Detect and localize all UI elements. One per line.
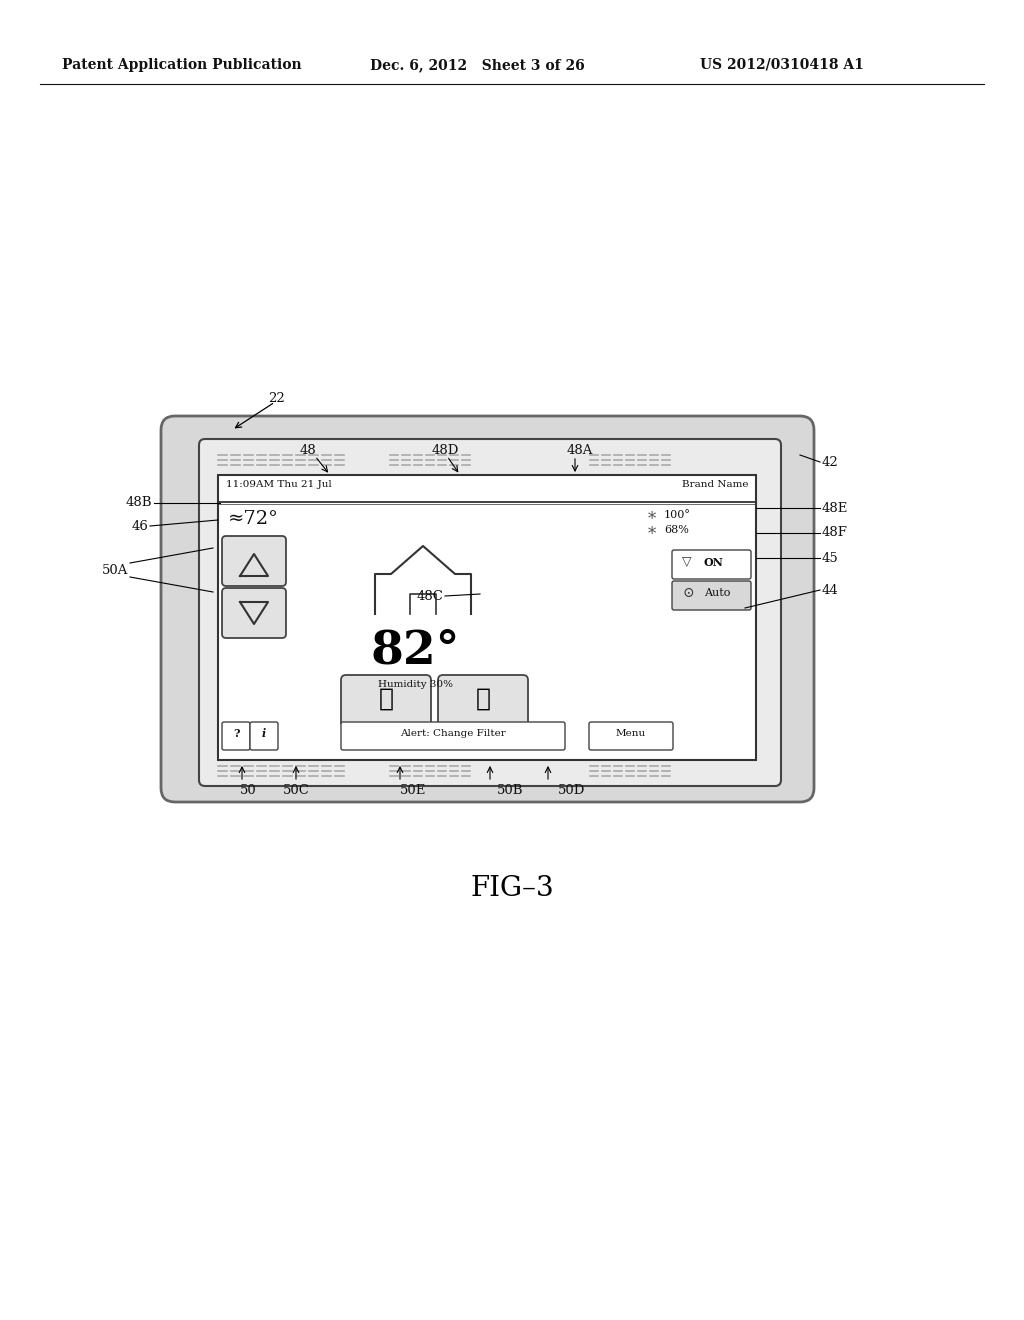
Text: ?: ? [232, 729, 240, 739]
Text: Menu: Menu [616, 729, 646, 738]
Text: 48D: 48D [432, 444, 460, 457]
FancyBboxPatch shape [672, 550, 751, 579]
FancyBboxPatch shape [250, 722, 278, 750]
Text: 42: 42 [822, 455, 839, 469]
Text: 50A: 50A [101, 564, 128, 577]
Text: Dec. 6, 2012   Sheet 3 of 26: Dec. 6, 2012 Sheet 3 of 26 [370, 58, 585, 73]
Text: 48E: 48E [822, 502, 848, 515]
FancyBboxPatch shape [438, 675, 528, 727]
Text: 50B: 50B [497, 784, 523, 797]
Text: 48A: 48A [567, 444, 593, 457]
Text: 68%: 68% [664, 525, 689, 535]
Text: 50E: 50E [399, 784, 426, 797]
Text: US 2012/0310418 A1: US 2012/0310418 A1 [700, 58, 864, 73]
Text: 50D: 50D [558, 784, 586, 797]
Text: ≈72°: ≈72° [228, 510, 279, 528]
Text: 11:09AM Thu 21 Jul: 11:09AM Thu 21 Jul [226, 480, 332, 488]
Text: 100°: 100° [664, 510, 691, 520]
FancyBboxPatch shape [199, 440, 781, 785]
Text: i: i [262, 729, 266, 739]
Text: Auto: Auto [705, 587, 730, 598]
Text: 50: 50 [240, 784, 256, 797]
Text: 46: 46 [131, 520, 148, 532]
Text: 45: 45 [822, 552, 839, 565]
FancyBboxPatch shape [672, 581, 751, 610]
Text: ❄: ❄ [379, 688, 393, 711]
FancyBboxPatch shape [589, 722, 673, 750]
Text: 48: 48 [300, 444, 316, 457]
Text: *: * [648, 525, 656, 543]
Text: ON: ON [705, 557, 724, 568]
FancyBboxPatch shape [161, 416, 814, 803]
Text: 48B: 48B [126, 496, 152, 510]
Text: Brand Name: Brand Name [682, 480, 748, 488]
Text: 44: 44 [822, 583, 839, 597]
Text: 22: 22 [268, 392, 285, 404]
Text: 48C: 48C [416, 590, 443, 602]
Text: ⌇: ⌇ [475, 688, 490, 711]
Text: 48F: 48F [822, 527, 848, 540]
FancyBboxPatch shape [222, 722, 250, 750]
Text: FIG–3: FIG–3 [470, 875, 554, 902]
Bar [218, 475, 756, 760]
Text: Humidity 30%: Humidity 30% [378, 680, 453, 689]
Text: 50C: 50C [283, 784, 309, 797]
Text: 82°: 82° [371, 627, 460, 673]
Text: *: * [648, 511, 656, 528]
FancyBboxPatch shape [222, 587, 286, 638]
Text: Patent Application Publication: Patent Application Publication [62, 58, 302, 73]
FancyBboxPatch shape [341, 675, 431, 727]
Text: ⊙: ⊙ [682, 586, 693, 601]
Text: ▽: ▽ [682, 554, 691, 568]
Text: Alert: Change Filter: Alert: Change Filter [400, 729, 506, 738]
FancyBboxPatch shape [222, 536, 286, 586]
FancyBboxPatch shape [341, 722, 565, 750]
